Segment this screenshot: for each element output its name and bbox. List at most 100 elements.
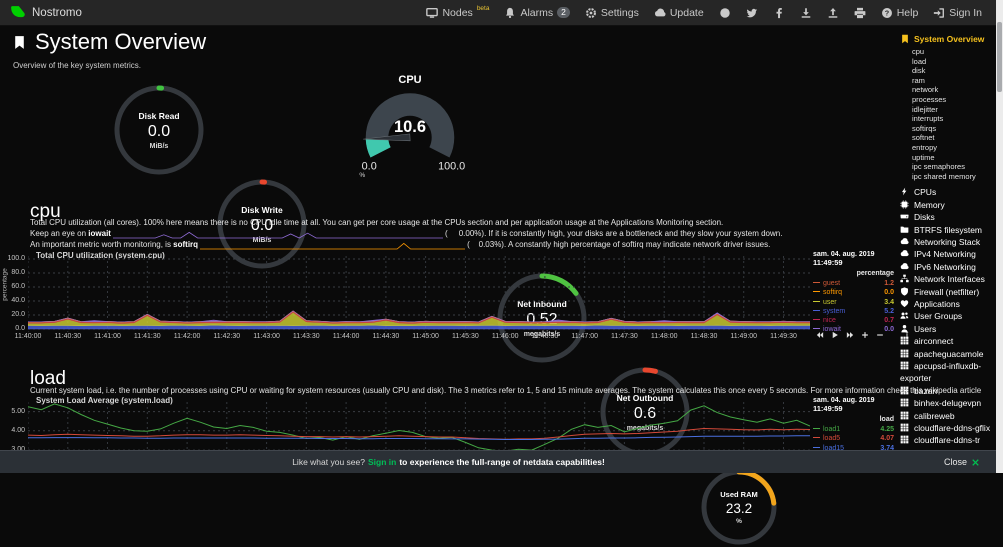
legend-row-nice[interactable]: nice 0.7 — [813, 316, 894, 325]
sidebar-item-memory[interactable]: Memory — [900, 199, 996, 211]
sidebar-item-label: BTRFS filesystem — [914, 224, 983, 235]
chart-play-button[interactable] — [831, 331, 839, 339]
sidebar-item-network-interfaces[interactable]: Network Interfaces — [900, 273, 996, 285]
legend-dash — [813, 437, 820, 439]
sidebar-subitem-network[interactable]: network — [912, 85, 939, 95]
sidebar-item-calibreweb[interactable]: calibreweb — [900, 410, 996, 422]
sidebar-item-cpus[interactable]: CPUs — [900, 186, 996, 198]
sidebar-subitem-processes[interactable]: processes — [912, 94, 947, 104]
sign-in-link[interactable]: Sign in — [367, 457, 397, 467]
gauge-used-ram[interactable]: Used RAM 23.2 % — [699, 467, 779, 547]
legend-row-load15[interactable]: load15 3.74 — [813, 444, 894, 453]
legend-row-load1[interactable]: load1 4.25 — [813, 425, 894, 434]
sidebar-item-binhex-delugevpn[interactable]: binhex-delugevpn — [900, 397, 996, 409]
sidebar-item-system-overview[interactable]: System Overview — [897, 25, 996, 47]
nav-item-nodes[interactable]: Nodes beta — [426, 5, 489, 19]
iowait-sparkline — [112, 231, 443, 239]
legend-series-name: user — [813, 298, 837, 307]
sidebar-item-ipv4-networking[interactable]: IPv4 Networking — [900, 248, 996, 260]
sidebar-item-label: bazarr — [914, 385, 939, 396]
nav-item-print[interactable] — [854, 7, 866, 19]
sidebar-subitem-interrupts[interactable]: interrupts — [912, 114, 944, 124]
sidebar-subitem-ram[interactable]: ram — [912, 75, 925, 85]
sidebar-item-bazarr[interactable]: bazarr — [900, 385, 996, 397]
legend-row-user[interactable]: user 3.4 — [813, 298, 894, 307]
cpu-chart: Total CPU utilization (system.cpu) perce… — [0, 247, 909, 352]
sidebar-item-airconnect[interactable]: airconnect — [900, 335, 996, 347]
gauge-disk-write[interactable]: Disk Write 0.0 MiB/s — [215, 177, 309, 271]
sidebar-item-users[interactable]: Users — [900, 323, 996, 335]
sidebar-item-applications[interactable]: Applications — [900, 298, 996, 310]
sidebar-item-ipv6-networking[interactable]: IPv6 Networking — [900, 261, 996, 273]
legend-date: sam. 04. aug. 2019 — [813, 251, 875, 258]
nav-item-help[interactable]: ? Help — [881, 7, 918, 19]
sidebar-subitem-uptime[interactable]: uptime — [912, 152, 935, 162]
sidebar-item-cloudflare-ddns-gflix[interactable]: cloudflare-ddns-gflix — [900, 422, 996, 434]
sidebar-item-btrfs-filesystem[interactable]: BTRFS filesystem — [900, 224, 996, 236]
host-selector-dropdown[interactable]: Nostromo — [0, 5, 97, 21]
legend-name-text: load1 — [823, 426, 841, 433]
page-scrollbar[interactable] — [996, 0, 1003, 473]
sidebar-subitem-ipc-shared-memory[interactable]: ipc shared memory — [912, 171, 976, 181]
scrollbar-thumb[interactable] — [997, 22, 1002, 92]
legend-unit: percentage — [856, 270, 894, 277]
legend-row-system[interactable]: system 5.2 — [813, 307, 894, 316]
sidebar-subitem-idlejitter[interactable]: idlejitter — [912, 104, 938, 114]
load-chart-canvas[interactable] — [28, 402, 810, 452]
cpu-chart-canvas[interactable] — [28, 256, 810, 332]
legend-row-iowait[interactable]: iowait 0.0 — [813, 325, 894, 334]
iowait-keyword: iowait — [88, 229, 111, 239]
nav-item-github[interactable] — [719, 7, 731, 19]
sidebar-item-label: Network Interfaces — [914, 274, 985, 285]
sidebar-item-firewall-netfilter-[interactable]: Firewall (netfilter) — [900, 286, 996, 298]
softirq-keyword: softirq — [173, 240, 199, 250]
gauge-cpu[interactable]: CPU 10.6 0.0 100.0% — [325, 74, 495, 184]
sidebar-subitem-ipc-semaphores[interactable]: ipc semaphores — [912, 162, 965, 172]
nav-item-twitter[interactable] — [746, 7, 758, 19]
nav-item-load-snapshot[interactable] — [827, 7, 839, 19]
nav-item-facebook[interactable] — [773, 7, 785, 19]
cpu-xtick: 11:45:30 — [452, 333, 479, 340]
sidebar-item-disks[interactable]: Disks — [900, 211, 996, 223]
sidebar-item-label: Firewall (netfilter) — [914, 286, 980, 297]
nav-item-sign-in[interactable]: Sign In — [933, 7, 982, 19]
sidebar-subitem-cpu[interactable]: cpu — [912, 47, 925, 56]
nav-item-save-snapshot[interactable] — [800, 7, 812, 19]
chart-minus-button[interactable] — [876, 331, 884, 339]
legend-row-softirq[interactable]: softirq 0.0 — [813, 288, 894, 297]
legend-row-load5[interactable]: load5 4.07 — [813, 434, 894, 443]
chart-backward-button[interactable] — [816, 331, 824, 339]
sidebar-item-label: airconnect — [914, 336, 954, 347]
sidebar-item-cloudflare-ddns-tr[interactable]: cloudflare-ddns-tr — [900, 434, 996, 446]
nav-item-alarms[interactable]: Alarms 2 — [504, 7, 570, 19]
nav-item-update[interactable]: Update — [654, 7, 704, 19]
sidebar-item-networking-stack[interactable]: Networking Stack — [900, 236, 996, 248]
chart-forward-button[interactable] — [846, 331, 854, 339]
cpu-xtick: 11:45:00 — [412, 333, 439, 340]
signin-icon — [934, 7, 945, 18]
sidebar-item-apcupsd-influxdb-exporter[interactable]: apcupsd-influxdb-exporter — [900, 360, 996, 385]
cpu-ytick: 60.0 — [11, 283, 25, 290]
sidebar-subitem-softirqs[interactable]: softirqs — [912, 123, 937, 133]
sidebar-subitem-disk[interactable]: disk — [912, 66, 926, 76]
gauge-label: Disk Write — [241, 204, 283, 215]
play-icon — [832, 331, 838, 339]
nav-item-settings[interactable]: Settings — [585, 7, 639, 19]
monitor-icon — [426, 7, 439, 18]
chart-plus-button[interactable] — [861, 331, 869, 339]
nav-item-label: Settings — [600, 6, 639, 19]
close-icon — [971, 458, 980, 467]
legend-series-value: 4.07 — [880, 435, 894, 443]
sidebar-subitem-entropy[interactable]: entropy — [912, 142, 938, 152]
legend-dash — [813, 428, 820, 429]
sidebar-item-apacheguacamole[interactable]: apacheguacamole — [900, 348, 996, 360]
chart-resize-button[interactable] — [903, 331, 911, 339]
sidebar-item-user-groups[interactable]: User Groups — [900, 310, 996, 322]
gauge-disk-read[interactable]: Disk Read 0.0 MiB/s — [112, 83, 206, 177]
legend-row-guest[interactable]: guest 1.2 — [813, 279, 894, 288]
used-ram-text: Used RAM 23.2 % — [699, 467, 779, 547]
close-banner-button[interactable]: Close — [944, 451, 980, 473]
sidebar-subitem-load[interactable]: load — [912, 56, 927, 66]
sidebar-subitem-softnet[interactable]: softnet — [912, 133, 935, 143]
cpu-xtick: 11:44:00 — [332, 333, 360, 340]
